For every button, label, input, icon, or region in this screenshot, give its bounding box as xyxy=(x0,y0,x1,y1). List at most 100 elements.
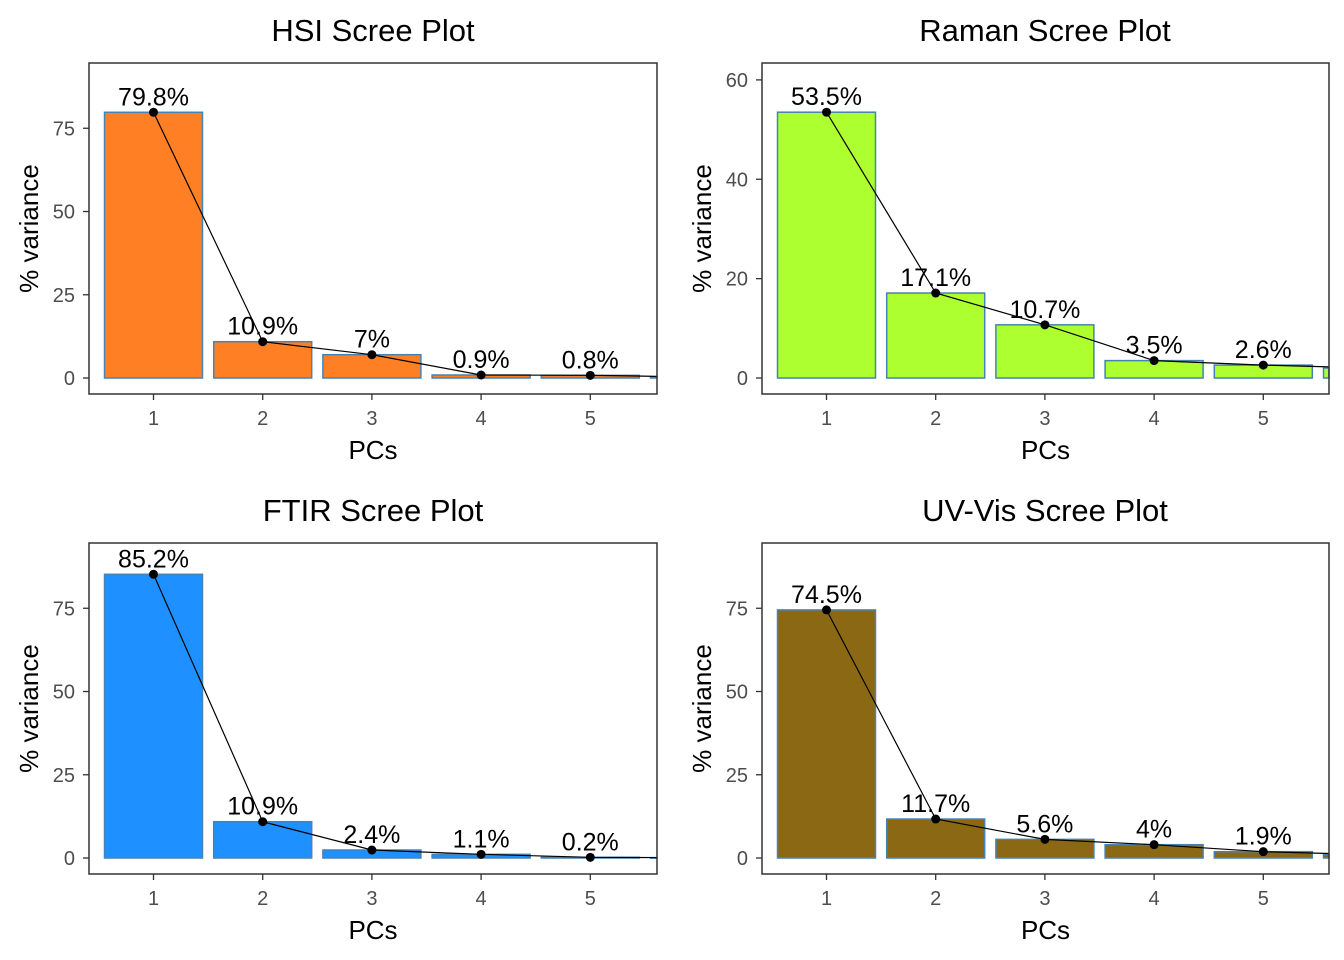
ftir-chart-title: FTIR Scree Plot xyxy=(263,493,484,528)
raman-bar-pc1 xyxy=(776,111,877,379)
raman-x-tick-label: 2 xyxy=(930,408,941,430)
uv-vis-y-axis-title: % variance xyxy=(687,644,717,773)
hsi-chart-title: HSI Scree Plot xyxy=(271,13,475,48)
ftir-panel-border xyxy=(88,542,658,875)
ftir-point-pc2 xyxy=(258,817,268,827)
uv-vis-y-tick-label: 0 xyxy=(737,848,748,870)
uv-vis-x-tick-label: 1 xyxy=(821,888,832,910)
hsi-scree-panel: 79.8% 10.9% 7% 0.9% 0.8% 0 25 50 75 1 2 3 4 5 HSI Scre… xyxy=(14,13,658,465)
raman-y-tick-label: 60 xyxy=(726,70,748,92)
ftir-x-axis-title: PCs xyxy=(348,915,397,945)
ftir-data-label-pc3: 2.4% xyxy=(343,821,400,849)
ftir-y-tick-label: 50 xyxy=(53,682,75,704)
hsi-x-tick-label: 4 xyxy=(476,408,487,430)
uv-vis-point-pc3 xyxy=(1040,834,1050,844)
hsi-bar-overflow xyxy=(649,376,658,379)
ftir-point-pc3 xyxy=(367,845,377,855)
hsi-y-axis-title: % variance xyxy=(14,164,44,293)
ftir-bar-pc1 xyxy=(103,573,204,859)
ftir-point-pc5 xyxy=(585,852,595,862)
raman-data-label-pc3: 10.7% xyxy=(1009,296,1080,324)
raman-y-axis-title: % variance xyxy=(687,164,717,293)
raman-point-pc5 xyxy=(1258,360,1268,370)
raman-bar-pc3 xyxy=(995,324,1095,379)
hsi-y-tick-label: 25 xyxy=(53,285,75,307)
raman-point-pc2 xyxy=(931,288,941,298)
hsi-y-tick-label: 0 xyxy=(64,368,75,390)
hsi-x-tick-label: 3 xyxy=(366,408,377,430)
raman-data-label-pc5: 2.6% xyxy=(1235,336,1292,364)
ftir-x-tick-label: 4 xyxy=(476,888,487,910)
raman-bar-pc2 xyxy=(885,292,986,379)
raman-x-tick-label: 4 xyxy=(1149,408,1160,430)
hsi-bar-pc2 xyxy=(212,340,313,379)
raman-data-label-pc4: 3.5% xyxy=(1126,332,1183,360)
uv-vis-data-label-pc4: 4% xyxy=(1136,816,1172,844)
ftir-point-pc4 xyxy=(476,849,486,859)
uv-vis-x-tick-label: 2 xyxy=(930,888,941,910)
ftir-data-label-pc2: 10.9% xyxy=(227,793,298,821)
hsi-point-pc4 xyxy=(476,370,486,380)
ftir-y-tick-label: 25 xyxy=(53,765,75,787)
ftir-y-tick-label: 75 xyxy=(53,598,75,620)
raman-scree-panel: 53.5% 17.1% 10.7% 3.5% 2.6% 0 20 40 60 1 2 3 4 5 Raman… xyxy=(687,13,1330,465)
hsi-x-tick-label: 2 xyxy=(257,408,268,430)
uv-vis-data-label-pc2: 11.7% xyxy=(901,790,970,818)
raman-point-pc3 xyxy=(1040,320,1050,330)
raman-chart-title: Raman Scree Plot xyxy=(919,13,1171,48)
hsi-point-pc3 xyxy=(367,350,377,360)
uv-vis-point-pc1 xyxy=(822,605,831,615)
uv-vis-y-tick-label: 50 xyxy=(726,682,748,704)
uv-vis-chart-title: UV-Vis Scree Plot xyxy=(922,493,1168,528)
hsi-panel-border xyxy=(88,62,658,395)
uv-vis-scree-panel: 74.5% 11.7% 5.6% 4% 1.9% 0 25 50 75 1 2 3 4 5 UV-Vis S… xyxy=(687,493,1330,945)
raman-bar-overflow xyxy=(1322,367,1330,379)
hsi-data-label-pc4: 0.9% xyxy=(453,346,510,374)
uv-vis-data-label-pc1: 74.5% xyxy=(791,581,862,609)
ftir-x-tick-label: 5 xyxy=(585,888,596,910)
uv-vis-y-tick-label: 25 xyxy=(726,765,748,787)
hsi-x-tick-label: 5 xyxy=(585,408,596,430)
raman-point-pc1 xyxy=(822,107,831,117)
raman-x-axis-title: PCs xyxy=(1021,435,1070,465)
raman-data-label-pc1: 53.5% xyxy=(791,83,862,111)
uv-vis-x-tick-label: 5 xyxy=(1258,888,1269,910)
ftir-x-tick-label: 2 xyxy=(257,888,268,910)
hsi-data-label-pc3: 7% xyxy=(354,326,390,354)
hsi-y-tick-label: 75 xyxy=(53,118,75,140)
ftir-y-axis-title: % variance xyxy=(14,644,44,773)
ftir-data-label-pc5: 0.2% xyxy=(562,828,619,856)
raman-data-label-pc2: 17.1% xyxy=(900,264,971,292)
uv-vis-y-tick-label: 75 xyxy=(726,598,748,620)
hsi-x-axis-title: PCs xyxy=(348,435,397,465)
ftir-data-label-pc1: 85.2% xyxy=(118,545,189,573)
uv-vis-x-tick-label: 4 xyxy=(1149,888,1160,910)
uv-vis-bar-overflow xyxy=(1322,853,1330,859)
ftir-scree-panel: 85.2% 10.9% 2.4% 1.1% 0.2% 0 25 50 75 1 2 3 4 5 FTIR S… xyxy=(14,493,658,945)
hsi-data-label-pc1: 79.8% xyxy=(118,83,189,111)
uv-vis-x-axis-title: PCs xyxy=(1021,915,1070,945)
hsi-point-pc5 xyxy=(585,370,595,380)
uv-vis-data-label-pc5: 1.9% xyxy=(1235,823,1292,851)
raman-y-tick-label: 20 xyxy=(726,269,748,291)
raman-y-tick-label: 0 xyxy=(737,368,748,390)
ftir-y-tick-label: 0 xyxy=(64,848,75,870)
uv-vis-bar-pc1 xyxy=(776,609,877,859)
raman-point-pc4 xyxy=(1149,356,1159,366)
ftir-x-tick-label: 1 xyxy=(148,888,159,910)
hsi-x-tick-label: 1 xyxy=(148,408,159,430)
hsi-bar-pc1 xyxy=(103,111,204,379)
ftir-point-pc1 xyxy=(149,569,158,579)
raman-y-tick-label: 40 xyxy=(726,169,748,191)
hsi-data-label-pc5: 0.8% xyxy=(562,346,619,374)
uv-vis-point-pc2 xyxy=(931,814,941,824)
raman-x-tick-label: 5 xyxy=(1258,408,1269,430)
hsi-point-pc1 xyxy=(149,107,158,117)
raman-x-tick-label: 3 xyxy=(1039,408,1050,430)
raman-x-tick-label: 1 xyxy=(821,408,832,430)
uv-vis-x-tick-label: 3 xyxy=(1039,888,1050,910)
ftir-data-label-pc4: 1.1% xyxy=(453,825,510,853)
uv-vis-data-label-pc3: 5.6% xyxy=(1016,810,1073,838)
ftir-bar-pc2 xyxy=(212,820,313,859)
